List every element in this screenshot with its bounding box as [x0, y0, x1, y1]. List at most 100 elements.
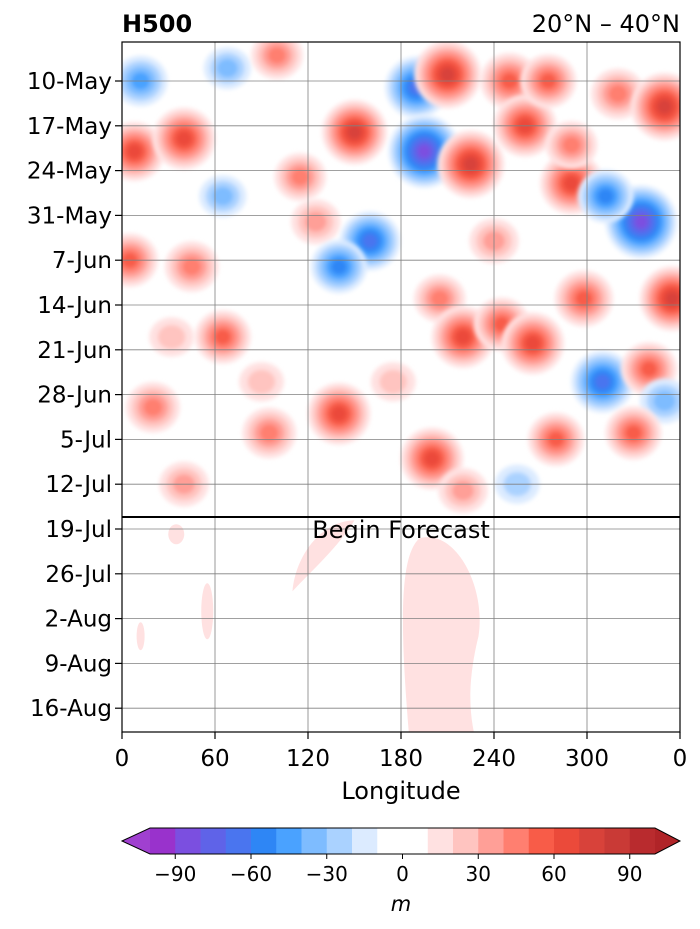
- colorbar-swatch: [453, 828, 479, 854]
- anomaly-blob: [291, 199, 341, 245]
- y-tick-label: 7-Jun: [52, 248, 112, 274]
- anomaly-contour: [653, 391, 676, 411]
- grid: [122, 42, 680, 732]
- y-tick-label: 31-May: [27, 203, 112, 229]
- y-tick-label: 9-Aug: [45, 651, 112, 677]
- anomaly-blob: [149, 317, 195, 357]
- colorbar-tick-label: −30: [306, 862, 348, 886]
- anomaly-blob: [438, 468, 488, 513]
- colorbar-swatch: [352, 828, 378, 854]
- anomaly-contour: [379, 369, 408, 394]
- y-tick-label: 28-Jun: [37, 383, 112, 409]
- anomaly-contour: [525, 335, 541, 351]
- anomaly-contour: [608, 85, 628, 103]
- colorbar-tick-label: −90: [154, 862, 196, 886]
- anomaly-contour: [176, 131, 192, 147]
- colorbar-swatch: [554, 828, 580, 854]
- y-tick-label: 12-Jul: [45, 472, 112, 498]
- colorbar-tick-label: 90: [617, 862, 642, 886]
- forecast-weak-anomaly: [168, 524, 185, 545]
- colorbar-swatch: [276, 828, 302, 854]
- colorbar-outline: [120, 827, 682, 855]
- x-tick-label: 0: [673, 746, 688, 772]
- anomaly-contour: [641, 361, 657, 377]
- y-tick-label: 17-May: [27, 114, 112, 140]
- colorbar-swatch: [225, 828, 252, 854]
- anomaly-contour: [634, 215, 648, 229]
- y-tick-label: 21-Jun: [37, 338, 112, 364]
- y-tick-label: 14-Jun: [37, 293, 112, 319]
- anomaly-contour: [562, 136, 581, 154]
- x-tick-label: 180: [379, 746, 423, 772]
- colorbar-tick-label: 30: [466, 862, 491, 886]
- plot-area: [122, 42, 680, 732]
- forecast-weak-anomaly: [136, 622, 145, 651]
- anomaly-blob: [242, 407, 297, 459]
- anomaly-contour: [417, 144, 431, 159]
- colorbar-swatch: [175, 828, 201, 854]
- anomaly-contour: [331, 259, 347, 275]
- anomaly-blob: [122, 122, 165, 181]
- y-axis: 10-May 17-May 24-May 31-May 7-Jun 14-Jun 21-Ju…: [27, 69, 122, 722]
- title-left: H500: [122, 10, 192, 38]
- anomaly-blob: [322, 100, 387, 165]
- y-tick-label: 16-Aug: [30, 696, 112, 722]
- anomaly-contour: [657, 99, 672, 114]
- anomaly-contour: [216, 58, 238, 78]
- colorbar-over-arrow: [655, 828, 680, 854]
- anomaly-contour: [182, 257, 202, 276]
- y-tick-label: 2-Aug: [45, 607, 112, 633]
- x-tick-label: 120: [286, 746, 330, 772]
- anomaly-blob: [194, 310, 251, 364]
- colorbar-tick-label: 60: [541, 862, 566, 886]
- anomaly-contour: [575, 290, 593, 307]
- anomaly-contour: [259, 424, 279, 442]
- anomaly-blob: [370, 362, 416, 402]
- colorbar-swatch: [427, 828, 454, 854]
- x-tick-label: 0: [115, 746, 130, 772]
- x-tick-label: 240: [472, 746, 516, 772]
- anomaly-blob: [414, 42, 481, 109]
- anomaly-blob: [199, 175, 247, 218]
- y-tick-label: 26-Jul: [45, 562, 112, 588]
- x-tick-label: 300: [565, 746, 609, 772]
- anomaly-contour: [331, 406, 347, 422]
- anomaly-contour: [291, 168, 310, 186]
- colorbar-swatch: [326, 828, 353, 854]
- anomaly-blob: [164, 241, 219, 292]
- anomaly-contour: [157, 324, 186, 350]
- colorbar-swatch: [251, 828, 277, 854]
- anomaly-blob: [251, 42, 303, 80]
- anomaly-blob: [307, 383, 371, 445]
- anomaly-blob: [554, 270, 613, 327]
- anomaly-contour: [452, 480, 474, 501]
- colorbar-swatch: [200, 828, 227, 854]
- anomaly-blob: [152, 107, 216, 170]
- colorbar-label: m: [391, 892, 411, 916]
- colorbar-swatch: [301, 828, 328, 854]
- anomaly-blob: [501, 312, 564, 375]
- colorbar-swatch: [629, 828, 656, 854]
- colorbar: −90 −60 −30 0 30 60 90: [120, 827, 682, 886]
- anomaly-contour: [665, 291, 680, 306]
- anomaly-contour: [214, 329, 231, 345]
- anomaly-contour: [594, 374, 611, 390]
- anomaly-contour: [247, 369, 276, 394]
- anomaly-contour: [304, 211, 327, 232]
- title-right: 20°N – 40°N: [532, 10, 680, 38]
- anomaly-contour: [430, 290, 449, 307]
- colorbar-swatch: [503, 828, 530, 854]
- colorbar-swatch: [528, 828, 555, 854]
- anomaly-contour: [212, 186, 234, 206]
- anomaly-blob: [437, 130, 505, 198]
- anomaly-contour: [625, 425, 642, 441]
- anomaly-blob: [639, 266, 680, 331]
- y-tick-label: 19-Jul: [45, 517, 112, 543]
- y-tick-label: 5-Jul: [60, 427, 112, 453]
- anomaly-contour: [440, 67, 455, 82]
- anomaly-blob: [203, 47, 251, 90]
- anomaly-contour: [424, 451, 440, 467]
- anomaly-blob: [311, 240, 367, 294]
- anomaly-contour: [463, 157, 478, 172]
